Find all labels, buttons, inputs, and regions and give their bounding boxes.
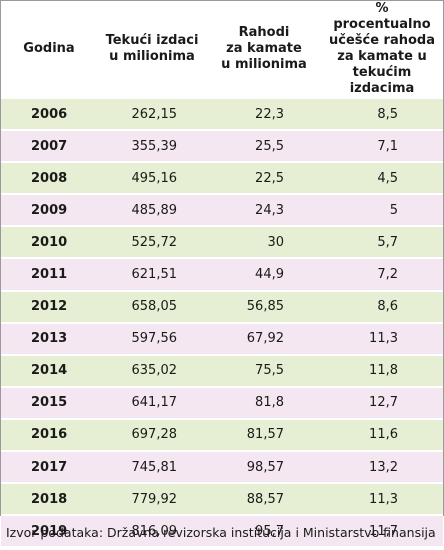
table-row: 2015 641,17 81,8 12,7 — [1, 386, 443, 419]
cell-interest-share: 8,6 — [377, 299, 398, 315]
cell-year: 2018 — [31, 491, 68, 507]
header-interest-expenditure: Rahodi za kamate u milionima — [221, 25, 307, 72]
table-row: 2012 658,05 56,85 8,6 — [1, 290, 443, 323]
table-header-row: Godina Tekući izdaci u milionima Rahodi … — [1, 1, 443, 98]
cell-interest-expenditure: 44,9 — [255, 267, 284, 283]
cell-current-expenditure: 597,56 — [131, 331, 178, 347]
cell-year: 2007 — [31, 138, 68, 154]
cell-current-expenditure: 621,51 — [131, 267, 178, 283]
cell-year: 2010 — [31, 234, 68, 250]
cell-year: 2017 — [31, 459, 68, 475]
cell-current-expenditure: 495,16 — [131, 170, 178, 186]
cell-year: 2014 — [31, 363, 68, 379]
cell-interest-expenditure: 24,3 — [255, 202, 284, 218]
table-row: 2011 621,51 44,9 7,2 — [1, 258, 443, 291]
cell-year: 2016 — [31, 427, 68, 443]
cell-current-expenditure: 745,81 — [131, 459, 178, 475]
cell-interest-expenditure: 75,5 — [255, 363, 284, 379]
cell-interest-share: 12,7 — [369, 395, 398, 411]
cell-interest-share: 11,8 — [369, 363, 398, 379]
cell-interest-share: 11,7 — [369, 523, 398, 539]
cell-interest-share: 5,7 — [377, 234, 398, 250]
source-note: Izvor podataka: Državna revizorska insti… — [6, 525, 436, 540]
cell-year: 2008 — [31, 170, 68, 186]
cell-interest-share: 7,2 — [377, 267, 398, 283]
cell-interest-share: 5 — [389, 202, 398, 218]
table-row: 2016 697,28 81,57 11,6 — [1, 418, 443, 452]
cell-interest-expenditure: 81,57 — [246, 427, 284, 443]
cell-interest-expenditure: 88,57 — [246, 491, 284, 507]
cell-interest-expenditure: 67,92 — [246, 331, 284, 347]
cell-interest-expenditure: 98,57 — [246, 459, 284, 475]
table-row: 2019 816,09 95,7 11,7 — [1, 515, 443, 547]
cell-current-expenditure: 525,72 — [131, 234, 178, 250]
table-row: 2009 485,89 24,3 5 — [1, 194, 443, 227]
cell-current-expenditure: 658,05 — [131, 299, 178, 315]
table-row: 2006 262,15 22,3 8,5 — [1, 98, 443, 131]
cell-current-expenditure: 641,17 — [131, 395, 178, 411]
table-row: 2017 745,81 98,57 13,2 — [1, 451, 443, 484]
cell-interest-share: 11,3 — [369, 491, 398, 507]
table-row: 2013 597,56 67,92 11,3 — [1, 322, 443, 355]
cell-current-expenditure: 697,28 — [131, 427, 178, 443]
cell-current-expenditure: 262,15 — [131, 106, 178, 122]
cell-year: 2011 — [31, 267, 68, 283]
cell-current-expenditure: 355,39 — [131, 138, 178, 154]
cell-interest-expenditure: 95,7 — [255, 523, 284, 539]
cell-interest-expenditure: 22,3 — [255, 106, 284, 122]
table-row: 2018 779,92 88,57 11,3 — [1, 483, 443, 516]
cell-interest-share: 13,2 — [369, 459, 398, 475]
table-row: 2007 355,39 25,5 7,1 — [1, 130, 443, 163]
header-interest-share-percent: % procentualno učešće rahoda za kamate u… — [328, 1, 435, 96]
cell-current-expenditure: 485,89 — [131, 202, 178, 218]
cell-current-expenditure: 779,92 — [131, 491, 178, 507]
cell-year: 2013 — [31, 331, 68, 347]
table-row: 2008 495,16 22,5 4,5 — [1, 162, 443, 195]
cell-interest-expenditure: 56,85 — [246, 299, 284, 315]
cell-interest-expenditure: 81,8 — [255, 395, 284, 411]
cell-interest-share: 8,5 — [377, 106, 398, 122]
cell-current-expenditure: 816,09 — [131, 523, 178, 539]
header-year: Godina — [23, 41, 75, 56]
header-current-expenditure: Tekući izdaci u milionima — [105, 33, 199, 64]
cell-year: 2019 — [31, 523, 68, 539]
cell-year: 2012 — [31, 299, 68, 315]
cell-interest-share: 11,6 — [369, 427, 398, 443]
cell-interest-share: 4,5 — [377, 170, 398, 186]
table-row: 2010 525,72 30 5,7 — [1, 226, 443, 259]
table-body: 2006 262,15 22,3 8,5 2007 355,39 25,5 7,1 2008 49… — [1, 98, 443, 547]
cell-current-expenditure: 635,02 — [131, 363, 178, 379]
cell-year: 2006 — [31, 106, 68, 122]
cell-interest-expenditure: 30 — [267, 234, 284, 250]
cell-interest-share: 11,3 — [369, 331, 398, 347]
table-row: 2014 635,02 75,5 11,8 — [1, 354, 443, 387]
cell-interest-expenditure: 25,5 — [255, 138, 284, 154]
cell-year: 2015 — [31, 395, 68, 411]
cell-interest-expenditure: 22,5 — [255, 170, 284, 186]
cell-interest-share: 7,1 — [377, 138, 398, 154]
cell-year: 2009 — [31, 202, 68, 218]
